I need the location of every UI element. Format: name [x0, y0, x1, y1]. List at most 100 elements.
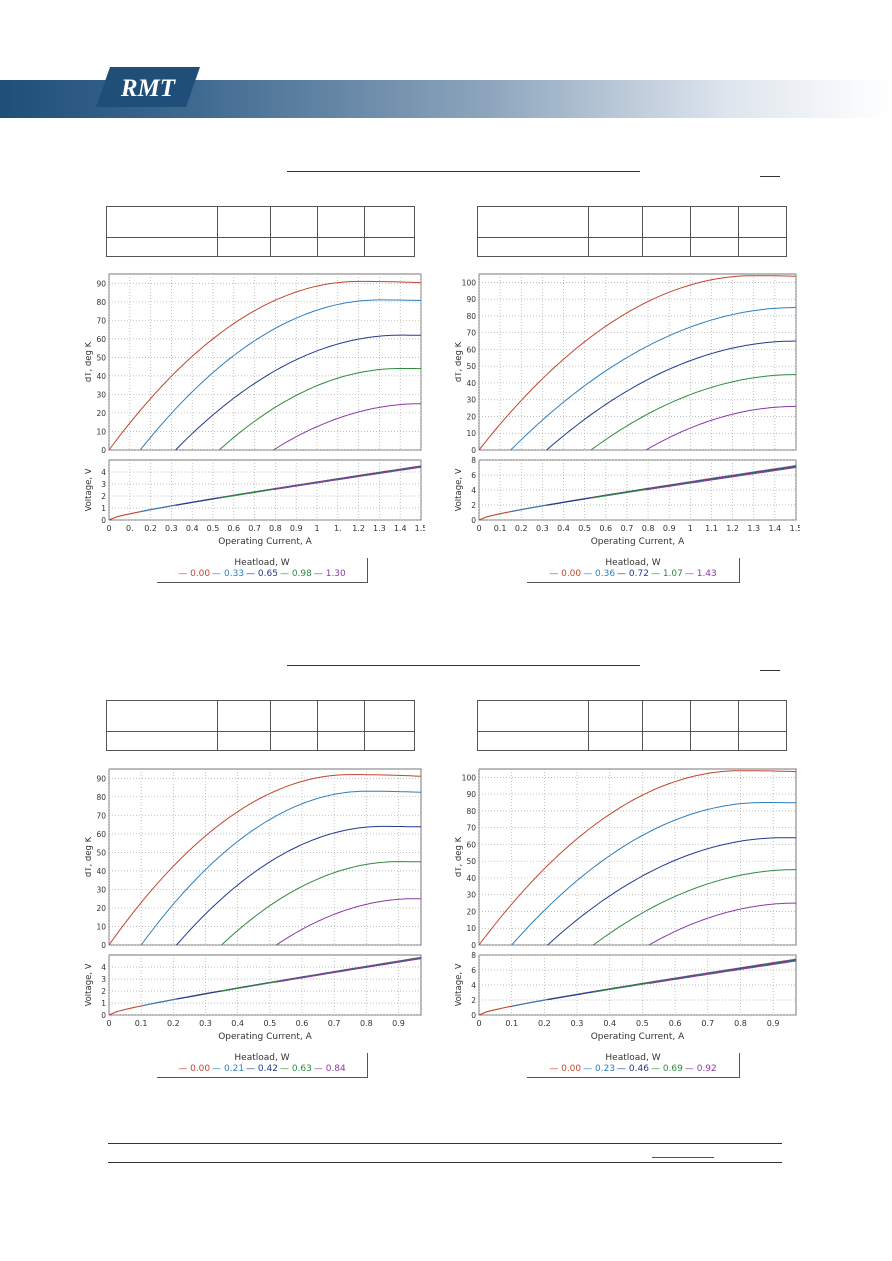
x-tick-label: 0.2 — [167, 1019, 180, 1028]
y-tick-label: 50 — [96, 353, 106, 362]
y-tick-label: 2 — [471, 996, 476, 1005]
x-tick-label: 0.8 — [360, 1019, 373, 1028]
legend-entry: — 0.69 — [650, 1064, 683, 1074]
y-tick-label: 4 — [101, 963, 106, 972]
legend-entry: — 0.92 — [684, 1064, 717, 1074]
dt-series-line-1.07 — [590, 374, 796, 451]
voltage-series-line-0.84 — [276, 958, 422, 983]
x-tick-label: 1.2 — [726, 524, 739, 533]
spec-table-tl — [106, 206, 415, 257]
x-tick-label: 1 — [314, 524, 319, 533]
footer-link[interactable] — [652, 1157, 714, 1158]
y-tick-label: 0 — [471, 516, 476, 525]
dt-series-line-0.92 — [648, 902, 796, 946]
x-tick-label: 1.3 — [373, 524, 386, 533]
dt-series-line-0.33 — [139, 299, 422, 451]
x-tick-label: 0.3 — [165, 524, 178, 533]
x-axis-label: Operating Current, A — [591, 1032, 685, 1042]
legend-title: Heatload, W — [234, 558, 290, 568]
y-tick-label: 70 — [96, 811, 106, 820]
y-tick-label: 60 — [96, 335, 106, 344]
dt-series-line-0.00 — [108, 280, 422, 451]
y-tick-label: 1 — [101, 504, 106, 513]
section-corner-rule-top — [760, 176, 780, 177]
x-axis-label: Operating Current, A — [218, 537, 312, 547]
legend-entry: — 0.00 — [178, 569, 211, 579]
x-tick-label: 0.2 — [144, 524, 157, 533]
y-tick-label: 90 — [466, 295, 476, 304]
dt-panel-frame — [478, 768, 797, 946]
x-tick-label: 0. — [126, 524, 134, 533]
y-tick-label: 20 — [466, 412, 476, 421]
x-tick-label: 0.8 — [269, 524, 282, 533]
x-tick-label: 0.3 — [536, 524, 549, 533]
x-tick-label: 1.4 — [394, 524, 407, 533]
x-axis-label: Operating Current, A — [218, 1032, 312, 1042]
x-tick-label: 0.5 — [578, 524, 591, 533]
x-tick-label: 0.3 — [571, 1019, 584, 1028]
dt-series-line-0.23 — [511, 802, 797, 946]
x-tick-label: 1.3 — [747, 524, 760, 533]
y-tick-label: 10 — [466, 924, 476, 933]
spec-table-br — [477, 700, 787, 751]
dt-series-line-0.46 — [547, 837, 797, 946]
y-tick-label: 20 — [96, 409, 106, 418]
y-tick-label: 30 — [96, 390, 106, 399]
legend-entry: — 0.00 — [549, 1064, 582, 1074]
y-tick-label: 0 — [471, 446, 476, 455]
y-tick-label: 1 — [101, 999, 106, 1008]
legend-title: Heatload, W — [605, 1053, 661, 1063]
legend-br: Heatload, W — 0.00— 0.23— 0.46— 0.69— 0.… — [527, 1053, 739, 1074]
voltage-series-line-1.43 — [645, 466, 797, 491]
y-tick-label: 100 — [462, 278, 477, 287]
y-tick-label: 50 — [96, 848, 106, 857]
legend-tr: Heatload, W — 0.00— 0.36— 0.72— 1.07— 1.… — [527, 558, 739, 579]
legend-entry: — 0.21 — [212, 1064, 245, 1074]
y-tick-label: 4 — [471, 486, 476, 495]
y-tick-label: 10 — [466, 429, 476, 438]
chart-bottom-left: 0 0.1 0.2 0.3 0.4 0.5 0.6 0.7 0.8 0.9010203040506… — [85, 768, 422, 1042]
y-axis-label-dt: dT, deg K — [455, 836, 464, 877]
legend-entry: — 0.36 — [583, 569, 616, 579]
x-tick-label: 0.5 — [636, 1019, 649, 1028]
y-axis-label-dt: dT, deg K — [455, 341, 464, 382]
x-tick-label: 1 — [688, 524, 693, 533]
chart-top-right: 0 0.1 0.2 0.3 0.4 0.5 0.6 0.7 0.8 0.9 1 1.1 1.2 1.3 1.… — [455, 273, 800, 547]
y-tick-label: 80 — [96, 298, 106, 307]
y-tick-label: 60 — [96, 830, 106, 839]
legend-frame-tl — [157, 558, 368, 583]
x-tick-label: 0.1 — [505, 1019, 518, 1028]
spec-table-tr — [477, 206, 787, 257]
x-tick-label: 1.5 — [415, 524, 425, 533]
x-tick-label: 0.7 — [328, 1019, 341, 1028]
footer-rule-top — [108, 1143, 782, 1144]
x-tick-label: 0.8 — [734, 1019, 747, 1028]
x-tick-label: 0.2 — [515, 524, 528, 533]
x-tick-label: 0.7 — [621, 524, 634, 533]
y-axis-label-voltage: Voltage, V — [85, 468, 94, 511]
y-tick-label: 30 — [466, 891, 476, 900]
spec-table-bl — [106, 700, 415, 751]
chart-top-left: 0 0. 0.2 0.3 0.4 0.5 0.6 0.7 0.8 0.9 1 1. 1.2 1.3 1.4 1… — [85, 273, 425, 547]
footer-rule-bottom — [108, 1162, 782, 1163]
y-tick-label: 0 — [471, 941, 476, 950]
y-tick-label: 10 — [96, 427, 106, 436]
y-tick-label: 4 — [101, 468, 106, 477]
dt-series-line-0.84 — [276, 898, 421, 946]
y-tick-label: 2 — [471, 501, 476, 510]
y-tick-label: 0 — [471, 1011, 476, 1020]
y-tick-label: 40 — [466, 874, 476, 883]
x-tick-label: 0.6 — [669, 1019, 682, 1028]
dt-series-line-0.63 — [221, 861, 422, 946]
legend-frame-br — [527, 1053, 740, 1078]
dt-panel-frame — [478, 273, 797, 451]
legend-entry: — 1.43 — [684, 569, 717, 579]
x-tick-label: 1.5 — [790, 524, 800, 533]
legend-entry: — 0.72 — [617, 569, 649, 579]
legend-entry: — 1.07 — [650, 569, 683, 579]
y-axis-label-dt: dT, deg K — [85, 341, 94, 382]
x-tick-label: 0.9 — [663, 524, 676, 533]
y-tick-label: 0 — [101, 446, 106, 455]
y-tick-label: 70 — [96, 316, 106, 325]
x-tick-label: 0 — [476, 524, 481, 533]
